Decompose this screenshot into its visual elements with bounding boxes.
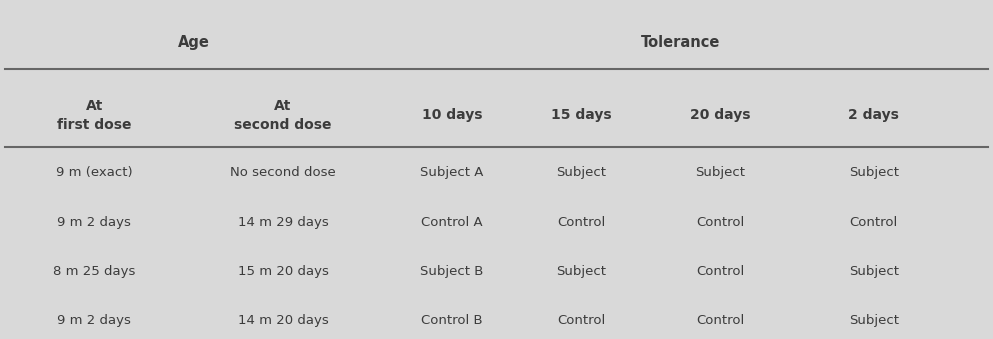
Text: Control: Control <box>696 216 744 228</box>
Text: 10 days: 10 days <box>422 108 482 122</box>
Text: 9 m 2 days: 9 m 2 days <box>58 314 131 327</box>
Text: Subject: Subject <box>556 265 606 278</box>
Text: Subject: Subject <box>695 166 745 179</box>
Text: Control: Control <box>696 314 744 327</box>
Text: 9 m 2 days: 9 m 2 days <box>58 216 131 228</box>
Text: Control A: Control A <box>421 216 483 228</box>
Text: At
second dose: At second dose <box>234 99 332 132</box>
Text: 2 days: 2 days <box>848 108 900 122</box>
Text: 8 m 25 days: 8 m 25 days <box>54 265 135 278</box>
Text: 9 m (exact): 9 m (exact) <box>56 166 133 179</box>
Text: Subject B: Subject B <box>420 265 484 278</box>
Text: Control: Control <box>850 216 898 228</box>
Text: Age: Age <box>178 35 210 50</box>
Text: 15 days: 15 days <box>550 108 612 122</box>
Text: Control: Control <box>557 314 605 327</box>
Text: Subject: Subject <box>849 314 899 327</box>
Text: No second dose: No second dose <box>230 166 336 179</box>
Text: 14 m 29 days: 14 m 29 days <box>237 216 329 228</box>
Text: Subject: Subject <box>849 166 899 179</box>
Text: Subject: Subject <box>849 265 899 278</box>
Text: Tolerance: Tolerance <box>640 35 720 50</box>
Text: 15 m 20 days: 15 m 20 days <box>237 265 329 278</box>
Text: 20 days: 20 days <box>690 108 750 122</box>
Text: Subject A: Subject A <box>420 166 484 179</box>
Text: Control: Control <box>696 265 744 278</box>
Text: 14 m 20 days: 14 m 20 days <box>237 314 329 327</box>
Text: Control: Control <box>557 216 605 228</box>
Text: At
first dose: At first dose <box>57 99 132 132</box>
Text: Control B: Control B <box>421 314 483 327</box>
Text: Subject: Subject <box>556 166 606 179</box>
